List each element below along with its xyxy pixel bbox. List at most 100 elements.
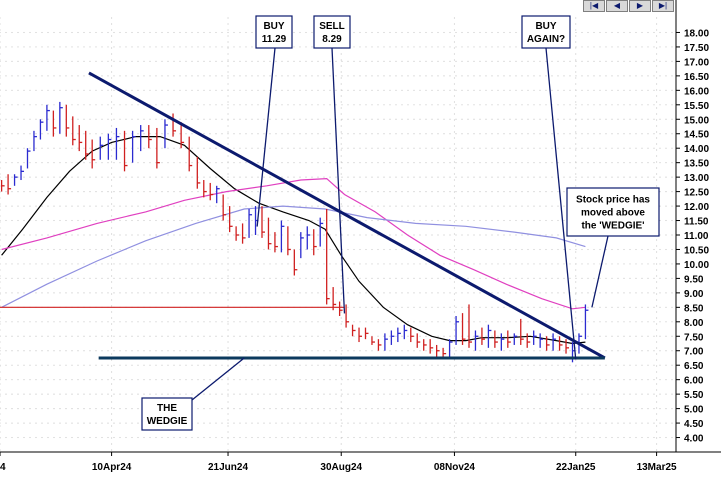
y-grid-dot bbox=[197, 75, 199, 77]
y-grid-dot bbox=[179, 393, 181, 395]
y-grid-dot bbox=[65, 46, 67, 48]
y-grid-dot bbox=[83, 248, 85, 251]
price-note-annotation-text: the 'WEDGIE' bbox=[581, 221, 644, 232]
y-grid-dot bbox=[227, 248, 229, 251]
x-grid-dot bbox=[110, 317, 113, 319]
y-grid-dot bbox=[593, 75, 595, 77]
x-grid-dot bbox=[110, 65, 113, 67]
nav-last-button[interactable]: ▶| bbox=[652, 0, 674, 12]
y-grid-dot bbox=[431, 408, 433, 410]
x-grid-dot bbox=[655, 161, 658, 163]
y-grid-dot bbox=[149, 60, 151, 63]
y-grid-dot bbox=[281, 321, 283, 323]
y-grid-dot bbox=[383, 162, 385, 164]
x-grid-dot bbox=[655, 347, 658, 349]
y-grid-dot bbox=[185, 321, 187, 323]
y-grid-dot bbox=[239, 118, 241, 120]
y-grid-dot bbox=[137, 393, 139, 395]
y-grid-dot bbox=[239, 436, 241, 439]
y-grid-dot bbox=[413, 147, 415, 149]
x-grid-dot bbox=[575, 29, 577, 31]
x-grid-dot bbox=[655, 131, 658, 133]
y-grid-dot bbox=[365, 350, 367, 352]
nav-first-button[interactable]: |◀ bbox=[583, 0, 605, 12]
y-grid-dot bbox=[653, 147, 655, 149]
y-grid-dot bbox=[227, 321, 229, 323]
y-grid-dot bbox=[575, 31, 577, 34]
y-grid-dot bbox=[623, 118, 625, 120]
y-grid-dot bbox=[521, 436, 523, 439]
y-grid-dot bbox=[389, 408, 391, 410]
x-grid-dot bbox=[655, 275, 658, 277]
y-grid-dot bbox=[503, 379, 505, 381]
nav-prev-button[interactable]: ◀ bbox=[606, 0, 628, 12]
y-grid-dot bbox=[437, 335, 439, 337]
y-grid-dot bbox=[119, 292, 121, 294]
y-grid-dot bbox=[521, 162, 523, 164]
x-grid-dot bbox=[227, 179, 229, 181]
y-grid-dot bbox=[383, 46, 385, 48]
y-grid-dot bbox=[23, 162, 25, 164]
y-grid-dot bbox=[443, 133, 445, 135]
y-grid-dot bbox=[35, 422, 37, 424]
y-grid-dot bbox=[131, 60, 133, 63]
x-grid-dot bbox=[0, 419, 1, 421]
y-grid-dot bbox=[299, 205, 301, 207]
y-grid-dot bbox=[371, 379, 373, 381]
y-grid-dot bbox=[215, 118, 217, 120]
y-grid-dot bbox=[563, 436, 565, 439]
y-grid-dot bbox=[659, 219, 661, 222]
y-grid-dot bbox=[155, 205, 157, 207]
y-grid-dot bbox=[215, 176, 217, 178]
y-grid-dot bbox=[221, 219, 223, 222]
x-grid-dot bbox=[227, 383, 229, 385]
y-grid-dot bbox=[107, 104, 109, 106]
y-grid-dot bbox=[479, 118, 481, 120]
y-grid-dot bbox=[209, 321, 211, 323]
x-grid-dot bbox=[575, 167, 577, 169]
y-grid-dot bbox=[437, 422, 439, 424]
nav-next-button[interactable]: ▶ bbox=[629, 0, 651, 12]
y-grid-dot bbox=[257, 234, 259, 236]
y-grid-dot bbox=[611, 408, 613, 410]
y-grid-dot bbox=[455, 104, 457, 106]
y-grid-dot bbox=[53, 219, 55, 222]
x-grid-dot bbox=[0, 305, 1, 307]
y-grid-dot bbox=[131, 219, 133, 222]
x-grid-dot bbox=[0, 77, 1, 79]
x-grid-dot bbox=[110, 137, 113, 139]
y-grid-dot bbox=[53, 292, 55, 294]
y-grid-dot bbox=[509, 176, 511, 178]
y-grid-dot bbox=[83, 292, 85, 294]
y-grid-dot bbox=[491, 75, 493, 77]
x-grid-dot bbox=[110, 59, 113, 61]
y-grid-dot bbox=[5, 104, 7, 106]
y-grid-dot bbox=[299, 379, 301, 381]
x-grid-dot bbox=[575, 365, 577, 367]
y-grid-dot bbox=[455, 422, 457, 424]
y-grid-dot bbox=[143, 147, 145, 149]
x-grid-dot bbox=[227, 245, 229, 247]
x-grid-dot bbox=[453, 179, 456, 181]
x-grid-dot bbox=[575, 443, 577, 445]
y-grid-dot bbox=[287, 191, 289, 193]
y-grid-dot bbox=[437, 436, 439, 439]
y-grid-dot bbox=[425, 60, 427, 63]
y-grid-dot bbox=[509, 219, 511, 222]
y-grid-dot bbox=[401, 408, 403, 410]
y-grid-dot bbox=[233, 335, 235, 337]
y-grid-dot bbox=[521, 263, 523, 265]
y-grid-dot bbox=[71, 219, 73, 222]
y-grid-dot bbox=[353, 306, 355, 308]
x-tick-label: 22Jan25 bbox=[556, 462, 596, 473]
x-grid-dot bbox=[453, 365, 456, 367]
y-grid-dot bbox=[461, 191, 463, 193]
x-grid-dot bbox=[575, 77, 577, 79]
y-grid-dot bbox=[641, 393, 643, 395]
y-grid-dot bbox=[365, 364, 367, 366]
y-grid-dot bbox=[539, 60, 541, 63]
y-grid-dot bbox=[197, 263, 199, 265]
y-grid-dot bbox=[89, 31, 91, 34]
y-grid-dot bbox=[671, 176, 673, 178]
y-grid-dot bbox=[413, 248, 415, 251]
